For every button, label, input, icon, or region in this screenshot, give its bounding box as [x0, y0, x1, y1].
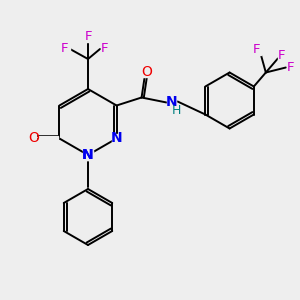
Bar — [101, 44, 109, 53]
Text: H: H — [172, 104, 181, 117]
Bar — [112, 134, 121, 143]
Text: F: F — [101, 43, 109, 56]
Text: O: O — [28, 131, 39, 146]
Text: F: F — [61, 43, 69, 56]
Bar — [287, 63, 295, 72]
Bar — [83, 150, 93, 160]
Text: N: N — [111, 131, 122, 146]
Text: N: N — [82, 148, 94, 162]
Text: N: N — [166, 94, 177, 109]
Bar — [172, 107, 181, 116]
Bar — [83, 151, 92, 160]
Text: O: O — [141, 64, 152, 79]
Bar — [38, 136, 58, 142]
Bar — [62, 44, 70, 53]
Bar — [28, 134, 36, 143]
Text: F: F — [84, 29, 92, 43]
Bar — [142, 68, 151, 77]
Text: F: F — [253, 43, 261, 56]
Bar — [84, 32, 92, 41]
Bar — [253, 46, 261, 55]
Bar — [167, 98, 176, 107]
Text: F: F — [287, 61, 295, 74]
Bar — [278, 52, 286, 61]
Text: N: N — [82, 148, 94, 162]
Text: F: F — [278, 49, 286, 62]
